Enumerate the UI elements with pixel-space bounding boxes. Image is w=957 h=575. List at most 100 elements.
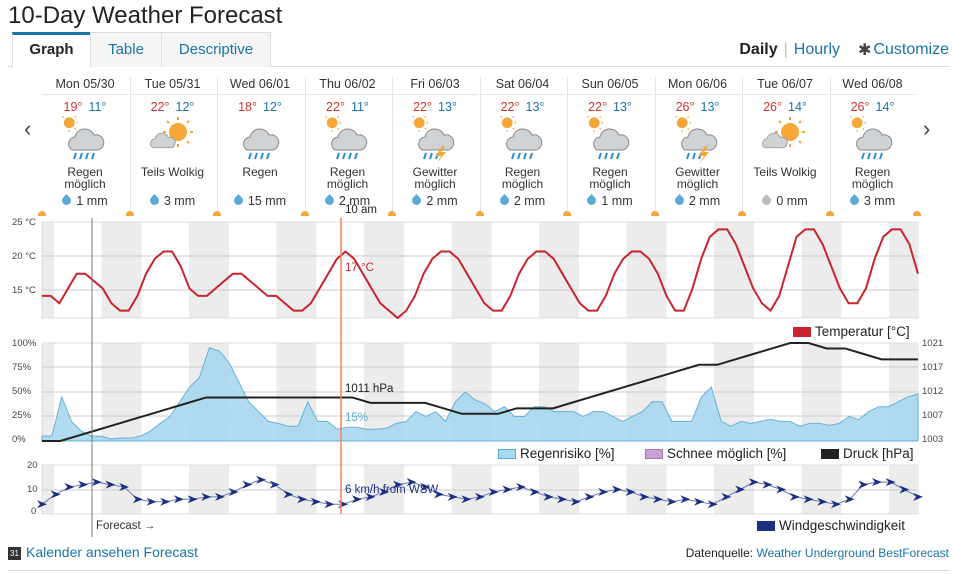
sunrise-icon (213, 211, 221, 216)
day-separator (392, 77, 393, 217)
legend-snow[interactable]: Schnee möglich [%] (645, 446, 786, 461)
cursor-temp: 17 °C (345, 262, 374, 274)
day-condition-line2: möglich (414, 177, 456, 191)
wind-arrow-icon (721, 492, 732, 501)
night-band (479, 343, 492, 441)
night-band (451, 343, 480, 441)
day-column[interactable]: Thu 06/02 22° 11° Regen möglich 2 mm (304, 77, 391, 217)
day-column[interactable]: Mon 06/06 26° 13° Gewitter möglich 2 mm (654, 77, 741, 217)
page-title: 10-Day Weather Forecast (8, 2, 283, 29)
night-band (654, 465, 667, 514)
chevron-right-icon[interactable]: › (923, 116, 931, 141)
pct-axis-label-25: 25% (12, 410, 32, 421)
day-precip: 3 mm (130, 194, 216, 208)
day-column[interactable]: Fri 06/03 22° 13° Gewitter möglich 2 mm (392, 77, 478, 217)
wind-arrow-icon (694, 497, 704, 506)
night-band (217, 222, 229, 318)
press-axis-label-1012: 1012 (922, 386, 944, 397)
night-band (129, 465, 142, 514)
day-condition: Regen möglich (305, 166, 391, 192)
day-temps: 22° 13° (392, 100, 478, 114)
night-band (304, 465, 317, 514)
legend-wind[interactable]: Windgeschwindigkeit (757, 518, 905, 533)
night-band (304, 222, 317, 318)
day-condition-line1: Gewitter (675, 165, 720, 179)
wind-arrow-icon (598, 487, 609, 496)
cursor-wind: 6 km/h from WSW (345, 484, 439, 496)
customize-button[interactable]: Customize (873, 41, 949, 58)
day-column[interactable]: Tue 05/31 22° 12° Teils Wolkig 3 mm (129, 77, 216, 217)
wind-arrow-icon (735, 485, 746, 494)
day-precip: 3 mm (830, 194, 916, 208)
day-condition-line2: möglich (676, 177, 719, 191)
day-precip-amount: 15 mm (247, 194, 287, 208)
legend-temperature[interactable]: Temperatur [°C] (793, 324, 910, 339)
day-column[interactable]: Mon 05/30 19° 11° Regen möglich 1 mm (42, 77, 128, 217)
day-column[interactable]: Wed 06/01 18° 12° Regen 15 mm (217, 77, 303, 217)
day-condition: Teils Wolkig (130, 166, 216, 192)
day-column[interactable]: Sat 06/04 22° 13° Regen möglich 2 mm (479, 77, 566, 217)
night-band (451, 465, 480, 514)
day-date: Wed 06/08 (829, 77, 916, 95)
night-band (451, 222, 480, 318)
data-source-link[interactable]: Weather Underground BestForecast (756, 546, 949, 560)
day-separator (479, 77, 481, 217)
tab-graph[interactable]: Graph (12, 32, 91, 68)
calendar-link[interactable]: 31 Kalender ansehen Forecast (8, 544, 198, 560)
tab-table[interactable]: Table (90, 32, 162, 67)
wind-arrow-icon (256, 475, 266, 484)
wind-arrow-icon (639, 492, 650, 501)
day-separator (829, 77, 831, 217)
day-date: Mon 06/06 (654, 77, 741, 95)
day-high-temp: 26° (850, 100, 870, 114)
wind-arrow-icon (516, 483, 527, 492)
day-low-temp: 14° (788, 100, 807, 114)
chevron-left-icon[interactable]: ‹ (24, 116, 32, 141)
wind-arrow-icon (475, 492, 485, 501)
day-precip-amount: 0 mm (776, 194, 808, 208)
gear-icon[interactable]: ✱ (858, 42, 872, 59)
sunrise-icon (825, 211, 834, 216)
day-condition: Regen möglich (480, 166, 566, 192)
night-band (889, 343, 917, 441)
day-low-temp: 11° (88, 100, 107, 114)
night-band (217, 343, 229, 441)
night-band (189, 222, 217, 318)
night-band (42, 222, 54, 318)
legend-pressure[interactable]: Druck [hPa] (821, 446, 914, 461)
day-condition-line2: möglich (326, 177, 369, 191)
sunrise-icon (913, 211, 921, 216)
day-column[interactable]: Sun 06/05 22° 13° Regen möglich 1 mm (567, 77, 653, 217)
wind-arrow-icon (324, 500, 335, 509)
wind-arrow-icon (885, 478, 896, 487)
temperature-line (42, 228, 919, 320)
day-precip: 1 mm (567, 194, 653, 208)
sun-cloud-icon (149, 117, 193, 149)
pct-axis-label-50: 50% (12, 386, 32, 397)
hourly-button[interactable]: Hourly (793, 41, 841, 58)
partly-cloudy-rain-icon (324, 116, 367, 160)
night-band (742, 465, 754, 514)
day-high-temp: 22° (326, 100, 345, 114)
night-band (801, 343, 830, 441)
tab-bar: Graph Table Descriptive (8, 32, 950, 68)
wind-arrow-icon (201, 492, 212, 501)
wind-arrow-icon (283, 490, 294, 499)
wind-arrow-icon (461, 495, 472, 504)
wind-arrow-icon (351, 495, 362, 504)
footer-divider (8, 570, 949, 571)
day-condition-line1: Gewitter (412, 165, 458, 179)
wind-arrow-icon (91, 478, 102, 487)
day-precip-amount: 3 mm (163, 194, 196, 208)
wind-arrow-icon (173, 495, 184, 504)
day-column[interactable]: Wed 06/08 26° 14° Regen möglich 3 mm (829, 77, 916, 217)
day-temps: 26° 13° (655, 100, 741, 114)
tab-descriptive[interactable]: Descriptive (161, 32, 271, 67)
day-column[interactable]: Tue 06/07 26° 14° Teils Wolkig 0 mm (742, 77, 828, 217)
calendar-icon: 31 (8, 546, 21, 560)
night-band (654, 222, 667, 318)
legend-rain[interactable]: Regenrisiko [%] (498, 446, 615, 461)
day-separator (304, 77, 306, 217)
day-precip: 2 mm (305, 194, 391, 208)
daily-button[interactable]: Daily (739, 41, 778, 58)
